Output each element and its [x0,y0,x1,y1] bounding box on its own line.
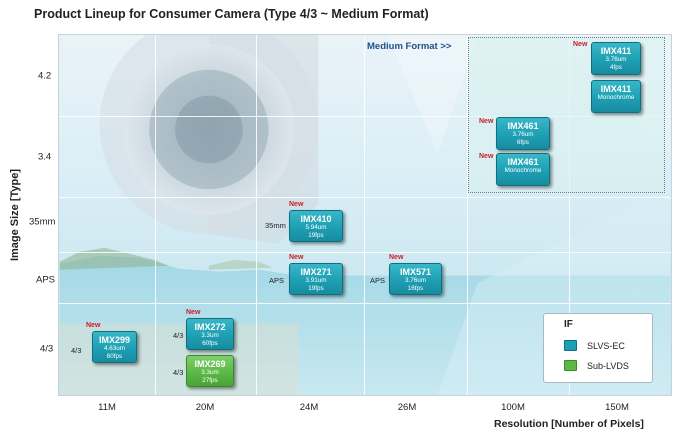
sensor-name: IMX461 [507,157,539,167]
sensor-spec: 19fps [308,231,324,239]
sensor-chip-imx461m: IMX461 Monochrome [496,153,550,186]
y-tick-label: 35mm [29,216,56,228]
sensor-spec: 4fps [610,63,622,71]
sensor-chip-imx461: IMX461 3.76um 6fps [496,117,550,150]
sensor-spec: Monochrome [504,167,542,174]
sensor-spec: 6fps [517,138,529,146]
legend-swatch-slvs-ec [564,340,577,351]
x-tick-label: 24M [299,402,319,413]
y-tick-label: 4/3 [40,343,54,355]
gridline-horizontal [59,303,671,304]
new-badge: New [186,309,201,316]
new-badge: New [389,254,404,261]
size-label: 4/3 [71,346,82,355]
new-badge: New [479,118,494,125]
x-axis-label: Resolution [Number of Pixels] [494,418,644,430]
gridline-horizontal [59,197,671,198]
size-label: APS [370,276,386,285]
size-label: 35mm [265,221,286,230]
new-badge: New [573,41,588,48]
size-label: APS [269,276,285,285]
x-tick-label: 100M [501,402,525,413]
sensor-spec: 3.76um [404,277,426,284]
legend-label-sub-lvds: Sub-LVDS [587,361,629,371]
legend-label-slvs-ec: SLVS-EC [587,341,625,351]
legend: IF SLVS-EC Sub-LVDS [543,313,653,383]
sensor-chip-imx410: IMX410 5.94um 19fps [289,210,343,242]
sensor-spec: 3.91um [305,277,327,284]
legend-title: IF [564,319,573,330]
gridline-vertical [569,35,570,395]
sensor-spec: 3.3um [201,332,219,339]
size-label: 4/3 [173,331,184,340]
x-tick-label: 20M [195,402,215,413]
sensor-name: IMX461 [507,121,539,131]
gridline-horizontal [59,116,671,117]
gridline-vertical [467,35,468,395]
x-tick-label: 26M [397,402,417,413]
sensor-chip-imx571: IMX571 3.76um 16fps [389,263,442,295]
sensor-chip-imx272: IMX272 3.3um 60fps [186,318,234,350]
sensor-name: IMX411 [600,84,632,94]
sensor-name: IMX299 [98,335,131,345]
sensor-chip-imx271: IMX271 3.91um 19fps [289,263,343,295]
x-tick-label: 11M [98,402,116,413]
new-badge: New [289,254,304,261]
sensor-spec: 3.76um [512,131,534,138]
y-tick-label: 4.2 [38,70,52,82]
sensor-spec: 60fps [202,339,218,347]
sensor-name: IMX571 [399,267,432,277]
y-tick-label: 3.4 [38,151,52,163]
gridline-vertical [364,35,365,395]
sensor-chip-imx299: IMX299 4.63um 60fps [92,331,137,363]
new-badge: New [479,153,494,160]
sensor-spec: 60fps [106,352,123,360]
medium-format-label: Medium Format >> [367,41,452,52]
gridline-vertical [256,35,257,395]
sensor-spec: 27fps [202,376,218,384]
sensor-name: IMX269 [194,359,226,369]
sensor-name: IMX271 [300,267,332,277]
sensor-spec: 5.94um [305,224,327,231]
sensor-spec: Monochrome [597,94,635,101]
gridline-vertical [155,35,156,395]
sensor-chip-imx411: IMX411 3.76um 4fps [591,42,641,75]
sensor-name: IMX411 [600,46,632,56]
sensor-spec: 19fps [308,284,324,292]
size-label: 4/3 [173,368,184,377]
sensor-spec: 16fps [407,284,424,292]
sensor-spec: 3.3um [201,369,219,376]
chart-title: Product Lineup for Consumer Camera (Type… [34,7,429,21]
new-badge: New [86,322,101,329]
sensor-chip-imx269: IMX269 3.3um 27fps [186,355,234,387]
gridline-horizontal [59,252,671,253]
sensor-spec: 4.63um [103,345,125,352]
new-badge: New [289,201,304,208]
legend-swatch-sub-lvds [564,360,577,371]
x-tick-label: 150M [605,402,629,413]
sensor-name: IMX272 [194,322,226,332]
y-tick-label: APS [36,274,56,286]
sensor-chip-imx411m: IMX411 Monochrome [591,80,641,113]
sensor-name: IMX410 [300,214,332,224]
sensor-spec: 3.76um [605,56,627,63]
